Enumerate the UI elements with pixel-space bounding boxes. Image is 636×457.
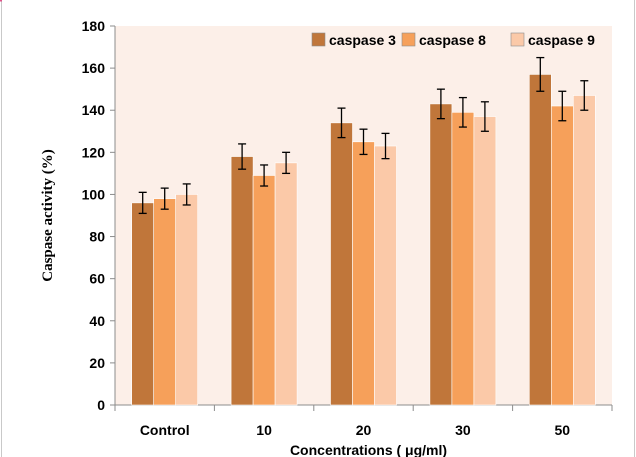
y-tick-label: 140 [82,102,106,118]
bar [230,156,254,406]
bar [429,103,453,406]
x-tick-label: Control [140,422,190,438]
bar [175,194,198,406]
legend-swatch [510,32,525,47]
x-tick-label: 50 [555,422,571,438]
bar [451,112,475,406]
x-tick-label: 20 [356,422,372,438]
y-tick-label: 120 [82,144,106,160]
legend-label: caspase 3 [329,32,396,48]
bar [252,175,276,406]
bar [131,202,154,406]
bar [473,116,497,406]
bar [572,95,596,406]
bar [550,105,574,406]
bar [274,162,298,406]
bar [352,141,375,406]
bar [153,198,176,406]
y-tick-label: 40 [89,313,105,329]
bar [374,145,397,406]
y-tick-label: 160 [82,60,106,76]
y-tick-label: 180 [82,18,106,34]
y-tick-label: 80 [89,229,105,245]
legend-label: caspase 8 [419,32,486,48]
x-axis-title: Concentrations ( μg/ml) [290,442,447,457]
x-tick-label: 30 [455,422,471,438]
bar [330,122,353,406]
y-tick-label: 60 [89,271,105,287]
legend-swatch [401,32,416,47]
legend-swatch [311,32,326,47]
bar [528,74,552,406]
y-axis-title: Caspase activity (%) [40,149,56,281]
y-tick-label: 100 [82,186,106,202]
x-tick-label: 10 [256,422,272,438]
legend-label: caspase 9 [528,32,595,48]
y-tick-label: 20 [89,355,105,371]
y-tick-label: 0 [97,397,105,413]
